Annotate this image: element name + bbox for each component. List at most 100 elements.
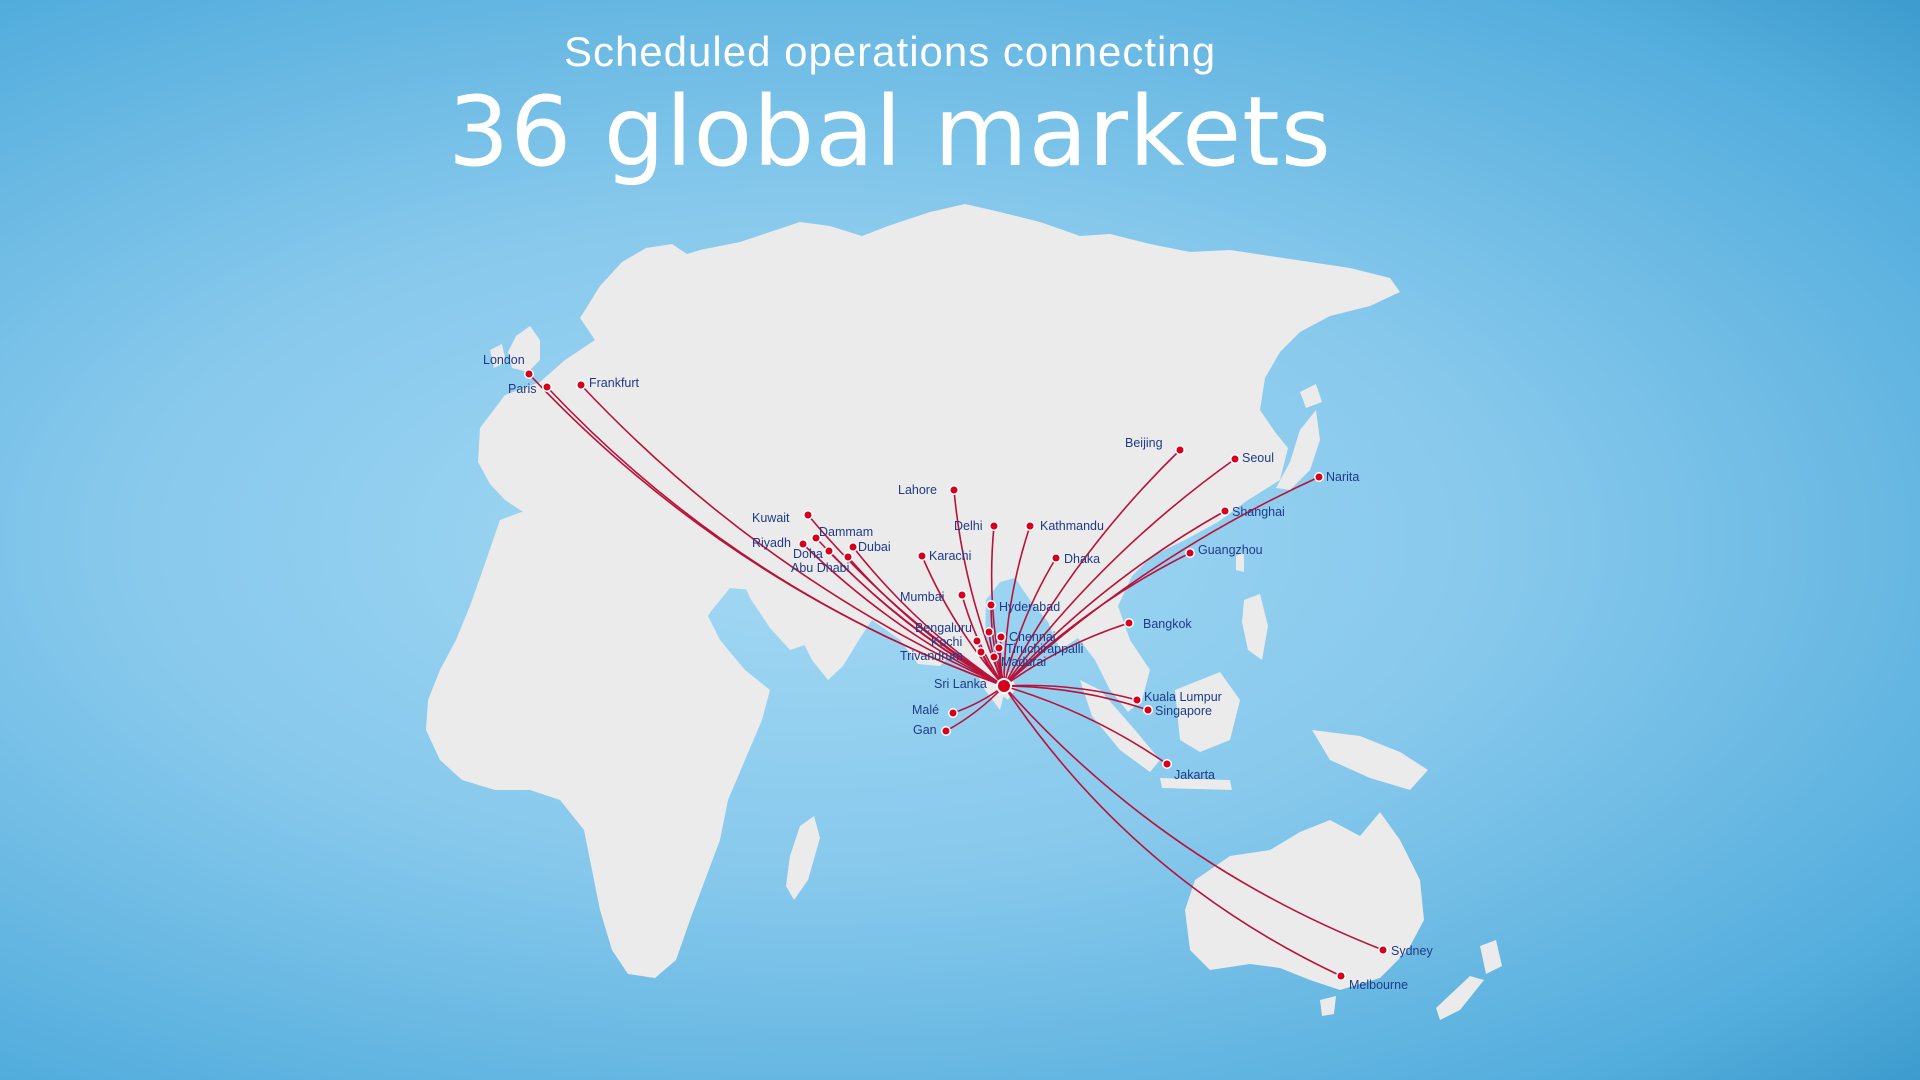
page-title: 36 global markets: [448, 76, 1332, 188]
city-marker-icon: [849, 543, 857, 551]
route-doha: [828, 550, 1005, 687]
city-marker-icon: [997, 633, 1005, 641]
city-marker-icon: [949, 709, 957, 717]
hub-marker-icon: [998, 680, 1010, 692]
city-label: Trivandrum: [900, 649, 963, 663]
australia-landmass: [1185, 812, 1424, 990]
city-marker-icon: [1133, 696, 1141, 704]
markers-layer: London Paris Frankfurt Kuwait Dammam RiyadhDo…: [483, 353, 1433, 992]
route-guangzhou: [1003, 552, 1191, 687]
city-marker-icon: [844, 553, 852, 561]
destination-narita: Narita: [1314, 470, 1359, 484]
uk-landmass: [508, 326, 540, 372]
city-marker-icon: [1163, 760, 1171, 768]
city-marker-icon: [1026, 522, 1034, 530]
taiwan-landmass: [1236, 552, 1244, 572]
city-marker-icon: [990, 522, 998, 530]
city-marker-icon: [1186, 549, 1194, 557]
route-melbourne: [1003, 685, 1342, 977]
city-label: Bangkok: [1143, 617, 1192, 631]
route-frankfurt: [580, 384, 1005, 687]
route-jakarta: [1003, 685, 1168, 765]
city-label: Chennai: [1009, 630, 1056, 644]
city-marker-icon: [1176, 446, 1184, 454]
destination-dhaka: Dhaka: [1051, 552, 1100, 566]
sumatra-landmass: [1080, 680, 1160, 772]
city-marker-icon: [804, 511, 812, 519]
scandinavia-landmass: [580, 244, 690, 334]
city-marker-icon: [977, 648, 985, 656]
destination-frankfurt: Frankfurt: [576, 376, 640, 390]
city-label: Gan: [913, 723, 937, 737]
destination-shanghai: Shanghai: [1220, 505, 1285, 519]
destination-paris: Paris: [508, 382, 552, 396]
route-bangkok: [1003, 622, 1130, 687]
hub-label: Sri Lanka: [934, 677, 987, 691]
city-label: Abu Dhabi: [791, 561, 849, 575]
city-marker-icon: [1144, 706, 1152, 714]
newguinea-landmass: [1312, 730, 1428, 790]
city-label: Delhi: [954, 519, 983, 533]
city-label: Doha: [793, 547, 823, 561]
city-label: Madurai: [1001, 655, 1046, 669]
destination-kuala-lumpur: Kuala Lumpur: [1132, 690, 1222, 705]
destination-kuwait: Kuwait: [752, 510, 813, 525]
philippines-landmass: [1242, 594, 1268, 660]
city-marker-icon: [958, 591, 966, 599]
city-label: Kathmandu: [1040, 519, 1104, 533]
city-marker-icon: [543, 383, 551, 391]
city-label: Karachi: [929, 549, 971, 563]
route-sydney: [1003, 685, 1384, 951]
destination-london: London: [483, 353, 534, 379]
city-marker-icon: [525, 370, 533, 378]
africa-landmass: [426, 505, 770, 978]
destination-trivandrum: Trivandrum: [900, 647, 986, 663]
destination-seoul: Seoul: [1230, 451, 1274, 465]
newzealand-landmass: [1480, 940, 1502, 974]
city-label: Beijing: [1125, 436, 1163, 450]
destination-bangkok: Bangkok: [1124, 617, 1192, 631]
destination-hyderabad: Hyderabad: [986, 600, 1060, 614]
city-marker-icon: [995, 644, 1003, 652]
madagascar-landmass: [786, 816, 820, 900]
city-label: Dammam: [819, 525, 873, 539]
subtitle: Scheduled operations connecting: [563, 28, 1217, 75]
hokkaido-landmass: [1300, 384, 1322, 408]
city-marker-icon: [799, 540, 807, 548]
hub-sri-lanka: Sri Lanka: [934, 677, 1012, 694]
newzealand-south-landmass: [1436, 976, 1484, 1020]
city-marker-icon: [1315, 473, 1323, 481]
city-label: Seoul: [1242, 451, 1274, 465]
city-marker-icon: [973, 637, 981, 645]
city-marker-icon: [987, 601, 995, 609]
city-marker-icon: [1125, 619, 1133, 627]
destination-delhi: Delhi: [954, 519, 999, 533]
arabia-landmass: [730, 522, 872, 650]
city-marker-icon: [942, 727, 950, 735]
route-kuala-lumpur: [1003, 684, 1138, 701]
city-label: Narita: [1326, 470, 1359, 484]
destination-kathmandu: Kathmandu: [1025, 519, 1104, 533]
city-marker-icon: [1052, 554, 1060, 562]
eurasia-landmass: [478, 204, 1400, 712]
city-marker-icon: [1379, 946, 1387, 954]
city-label: Hyderabad: [999, 600, 1060, 614]
city-label: Kuwait: [752, 511, 790, 525]
destination-tiruchirappalli: Tiruchirappalli: [994, 642, 1083, 656]
destination-melbourne: Melbourne: [1336, 971, 1408, 992]
destination-mumbai: Mumbai: [900, 590, 967, 604]
city-label: Kuala Lumpur: [1144, 690, 1222, 704]
java-landmass: [1160, 778, 1232, 790]
city-marker-icon: [1221, 507, 1229, 515]
city-label: Kochi: [931, 635, 962, 649]
city-marker-icon: [990, 653, 998, 661]
city-label: Riyadh: [752, 536, 791, 550]
city-marker-icon: [985, 628, 993, 636]
city-label: Sydney: [1391, 944, 1433, 958]
destination-riyadh: Riyadh: [752, 536, 808, 550]
route-paris: [546, 386, 1005, 687]
destination-bengaluru: Bengaluru: [915, 621, 994, 637]
destination-karachi: Karachi: [917, 549, 971, 563]
destination-madurai: Madurai: [989, 652, 1046, 669]
